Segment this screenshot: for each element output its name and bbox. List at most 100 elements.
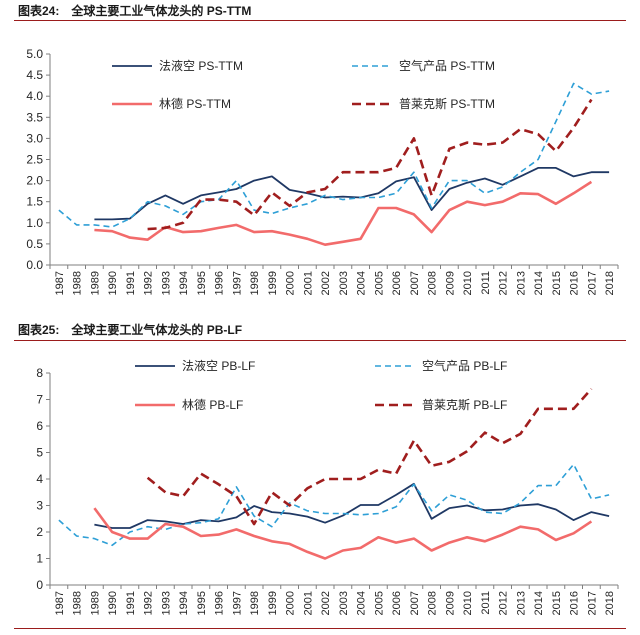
title-rule xyxy=(14,340,626,341)
series-line-2 xyxy=(93,507,593,560)
legend-label: 法液空 PB-LF xyxy=(182,358,255,373)
y-tick-label: 1.0 xyxy=(26,216,43,230)
y-tick-label: 5 xyxy=(36,446,43,460)
x-tick-label: 2016 xyxy=(569,271,581,295)
figure-title: 图表25: 全球主要工业气体龙头的 PB-LF xyxy=(18,321,242,339)
x-tick-label: 2016 xyxy=(569,591,581,615)
figure-ps-ttm: 图表24: 全球主要工业气体龙头的 PS-TTM 0.0 0.5 1.0 1.5 2.0 2… xyxy=(0,0,640,300)
x-tick-label: 2002 xyxy=(320,591,332,615)
x-tick-label: 2005 xyxy=(373,271,385,295)
x-tick-label: 2004 xyxy=(356,271,368,295)
x-tick-label: 2003 xyxy=(338,271,350,295)
x-tick-label: 2003 xyxy=(338,591,350,615)
legend-label: 法液空 PS-TTM xyxy=(159,58,243,73)
x-tick-label: 1991 xyxy=(125,271,137,295)
x-tick-label: 2000 xyxy=(285,271,297,295)
series-line-1 xyxy=(58,82,610,228)
x-tick-label: 2008 xyxy=(427,591,439,615)
x-tick-label: 2017 xyxy=(586,271,598,295)
x-tick-label: 2014 xyxy=(533,591,545,615)
y-tick-label: 2.0 xyxy=(26,174,43,188)
bottom-rule xyxy=(14,628,626,629)
x-tick-label: 1993 xyxy=(160,271,172,295)
figure-caption: 全球主要工业气体龙头的 PS-TTM xyxy=(71,4,252,18)
y-tick-label: 1 xyxy=(36,552,43,566)
x-tick-label: 1989 xyxy=(89,591,101,615)
y-tick-label: 0 xyxy=(36,578,43,592)
x-tick-label: 1990 xyxy=(107,591,119,615)
x-tick-label: 1997 xyxy=(231,271,243,295)
x-tick-label: 1992 xyxy=(143,271,155,295)
y-tick-label: 2 xyxy=(36,525,43,539)
y-tick-label: 3.0 xyxy=(26,131,43,145)
x-tick-label: 2000 xyxy=(285,591,297,615)
x-tick-label: 1987 xyxy=(54,271,66,295)
legend-label: 普莱克斯 PB-LF xyxy=(422,398,507,412)
x-tick-label: 2011 xyxy=(480,271,492,295)
x-tick-label: 2013 xyxy=(515,591,527,615)
x-tick-label: 2018 xyxy=(604,271,616,295)
x-tick-label: 2007 xyxy=(409,591,421,615)
legend-label: 空气产品 PB-LF xyxy=(422,358,507,373)
x-tick-label: 2011 xyxy=(480,591,492,615)
x-tick-label: 1988 xyxy=(72,591,84,615)
x-tick-label: 1992 xyxy=(143,591,155,615)
x-tick-label: 1994 xyxy=(178,591,190,615)
x-tick-label: 1994 xyxy=(178,271,190,295)
x-tick-label: 2013 xyxy=(515,271,527,295)
x-tick-label: 1988 xyxy=(72,271,84,295)
x-tick-label: 1999 xyxy=(267,591,279,615)
x-tick-label: 1996 xyxy=(214,591,226,615)
y-tick-label: 8 xyxy=(36,366,43,380)
legend-label: 林德 PS-TTM xyxy=(159,96,231,111)
x-tick-label: 2010 xyxy=(462,591,474,615)
x-tick-label: 2006 xyxy=(391,591,403,615)
y-tick-label: 7 xyxy=(36,393,43,407)
x-tick-label: 1997 xyxy=(231,591,243,615)
x-tick-label: 2012 xyxy=(498,591,510,615)
x-tick-label: 2001 xyxy=(302,591,314,615)
x-tick-label: 2015 xyxy=(551,271,563,295)
x-tick-label: 1991 xyxy=(125,591,137,615)
x-tick-label: 2004 xyxy=(356,591,368,615)
x-tick-label: 1989 xyxy=(89,271,101,295)
x-tick-label: 1995 xyxy=(196,271,208,295)
series-line-1 xyxy=(58,463,610,547)
figure-title: 图表24: 全球主要工业气体龙头的 PS-TTM xyxy=(18,2,251,20)
x-tick-label: 1990 xyxy=(107,271,119,295)
x-tick-label: 1995 xyxy=(196,591,208,615)
x-tick-label: 2015 xyxy=(551,591,563,615)
series-line-0 xyxy=(94,482,610,529)
x-tick-label: 2012 xyxy=(498,271,510,295)
figure-number: 图表25: xyxy=(18,323,60,337)
series-line-3 xyxy=(147,98,593,231)
chart-ps-ttm: 0.0 0.5 1.0 1.5 2.0 2.5 3.0 3.5 4.0 4.5 5.0 1987 198… xyxy=(26,47,619,295)
legend-label: 林德 PB-LF xyxy=(182,397,243,412)
legend-label: 空气产品 PS-TTM xyxy=(399,58,495,73)
x-tick-label: 1998 xyxy=(249,591,261,615)
series-line-3 xyxy=(146,388,593,526)
x-tick-label: 2001 xyxy=(302,271,314,295)
x-tick-label: 2009 xyxy=(444,591,456,615)
x-tick-label: 2002 xyxy=(320,271,332,295)
y-tick-label: 0.0 xyxy=(26,258,43,272)
title-rule xyxy=(14,20,626,21)
figure-number: 图表24: xyxy=(18,4,60,18)
x-tick-label: 1996 xyxy=(214,271,226,295)
x-tick-label: 1987 xyxy=(54,591,66,615)
series-line-2 xyxy=(94,180,593,246)
y-tick-label: 1.5 xyxy=(26,195,43,209)
y-tick-label: 5.0 xyxy=(26,47,43,61)
x-tick-label: 1998 xyxy=(249,271,261,295)
x-tick-label: 2010 xyxy=(462,271,474,295)
legend-label: 普莱克斯 PS-TTM xyxy=(399,97,495,111)
y-tick-label: 6 xyxy=(36,419,43,433)
y-tick-label: 4.5 xyxy=(26,68,43,82)
x-tick-label: 2007 xyxy=(409,271,421,295)
x-tick-label: 2018 xyxy=(604,591,616,615)
series-line-0 xyxy=(94,167,610,221)
x-tick-label: 2005 xyxy=(373,591,385,615)
x-tick-label: 2014 xyxy=(533,271,545,295)
